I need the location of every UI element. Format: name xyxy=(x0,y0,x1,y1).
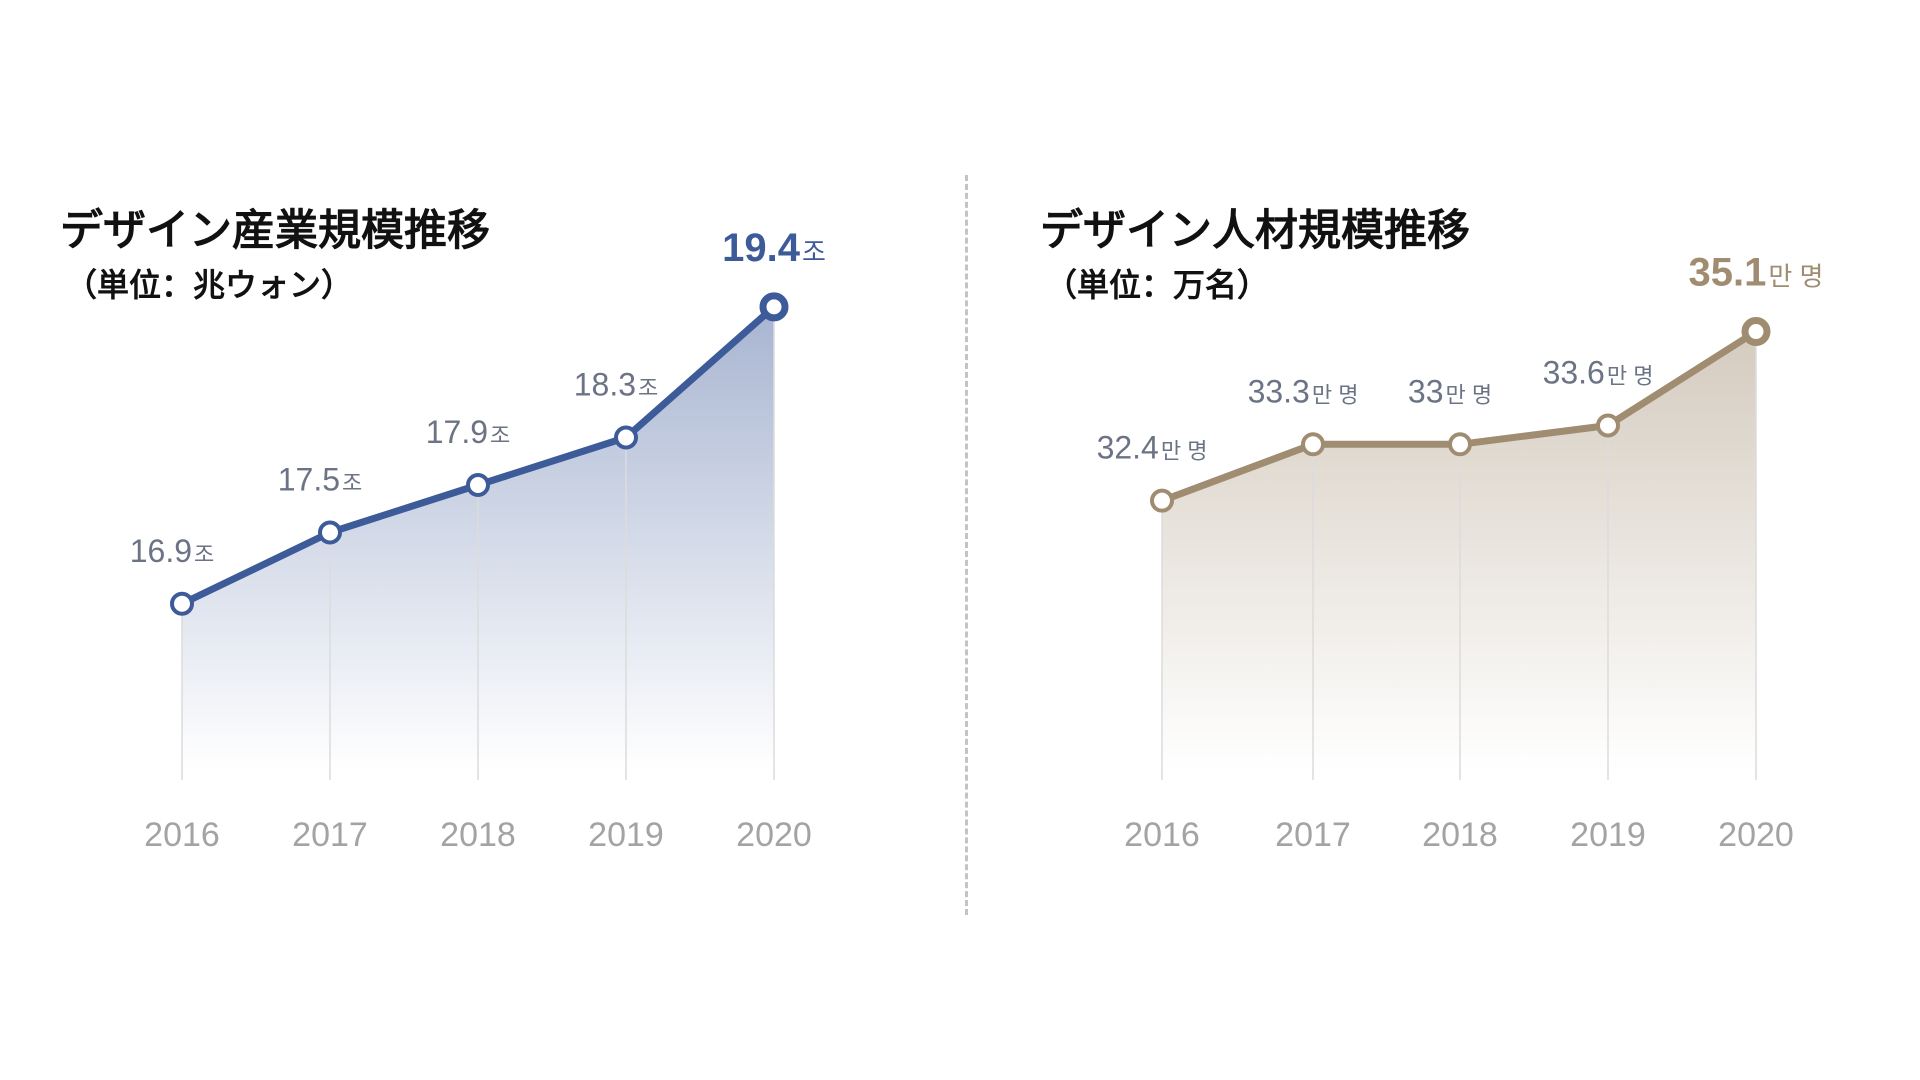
workforce-x-tick-label: 2019 xyxy=(1570,816,1646,854)
industry-x-tick-label: 2018 xyxy=(440,816,516,854)
industry-data-point xyxy=(466,473,490,497)
workforce-value-label: 33만 명 xyxy=(1408,373,1492,409)
workforce-data-point xyxy=(1301,432,1325,457)
workforce-value-label: 33.3만 명 xyxy=(1248,373,1359,409)
workforce-data-point xyxy=(1596,413,1620,438)
chart-title-industry: デザイン産業規模推移 xyxy=(60,206,490,256)
workforce-data-point xyxy=(1741,317,1771,347)
workforce-value-label: 35.1만 명 xyxy=(1689,251,1824,295)
workforce-value-label: 32.4만 명 xyxy=(1097,430,1208,466)
industry-value-label: 18.3조 xyxy=(574,367,659,403)
industry-x-tick-label: 2020 xyxy=(736,816,812,854)
industry-data-point xyxy=(759,292,789,322)
panel-divider xyxy=(965,175,968,915)
industry-value-label: 17.5조 xyxy=(278,462,363,498)
industry-x-tick-label: 2016 xyxy=(144,816,220,854)
industry-x-tick-label: 2019 xyxy=(588,816,664,854)
workforce-value-label: 33.6만 명 xyxy=(1543,354,1654,390)
industry-data-point xyxy=(170,591,194,616)
industry-data-point xyxy=(318,520,342,545)
workforce-x-tick-label: 2020 xyxy=(1718,816,1794,854)
workforce-data-point xyxy=(1150,488,1174,513)
workforce-x-tick-label: 2018 xyxy=(1422,816,1498,854)
workforce-data-point xyxy=(1448,432,1472,457)
workforce-x-tick-label: 2017 xyxy=(1275,816,1351,854)
chart-title-workforce: デザイン人材規模推移 xyxy=(1040,206,1470,256)
industry-data-point xyxy=(614,425,638,450)
industry-value-label: 17.9조 xyxy=(426,414,511,450)
workforce-x-tick-label: 2016 xyxy=(1124,816,1200,854)
industry-value-label: 16.9조 xyxy=(130,533,215,569)
industry-value-label: 19.4조 xyxy=(722,226,826,270)
chart-subtitle-industry: （単位：兆ウォン） xyxy=(65,266,354,304)
industry-x-tick-label: 2017 xyxy=(292,816,368,854)
chart-subtitle-workforce: （単位：万名） xyxy=(1045,266,1270,304)
